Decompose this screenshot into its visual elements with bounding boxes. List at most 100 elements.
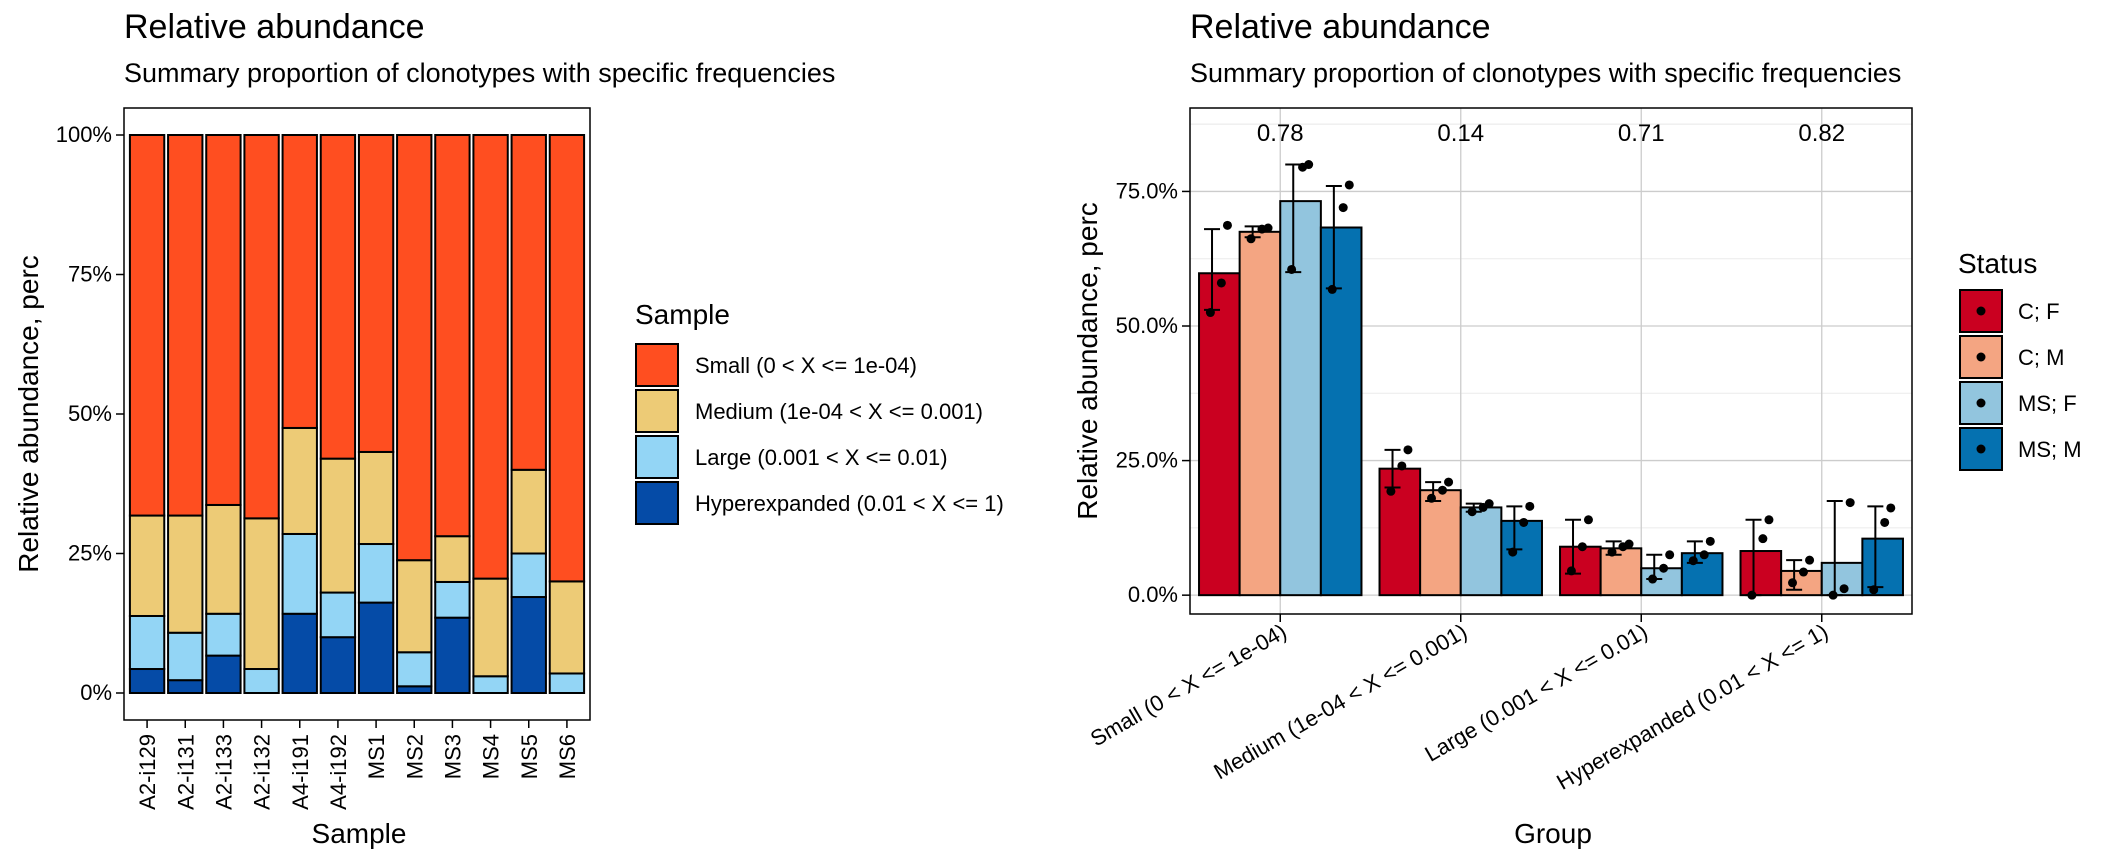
data-point	[1287, 264, 1297, 274]
left-y-axis-label: Relative abundance, perc	[13, 255, 44, 573]
data-point	[1665, 550, 1675, 560]
bar-segment-A2-i131-2	[167, 631, 204, 682]
bar-segment-A2-i133-3	[205, 654, 242, 695]
data-point	[1747, 590, 1757, 600]
bar-segment-MS6-1	[548, 580, 586, 675]
x-tick-label-A2-i131: A2-i131	[173, 734, 198, 810]
bar-Medium (1e-04 < X <= 0.001)-MS; M	[1500, 519, 1543, 597]
p-value-label: 0.71	[1618, 120, 1665, 147]
bar-Small (0 < X <= 1e-04)-MS; F	[1279, 200, 1322, 597]
data-point	[1566, 566, 1576, 576]
bar-segment-A4-i192-0	[319, 134, 357, 460]
legend-label-3: Hyperexpanded (0.01 < X <= 1)	[695, 491, 1004, 516]
y-tick-label: 50%	[68, 401, 112, 426]
bar-Small (0 < X <= 1e-04)-MS; M	[1319, 226, 1363, 597]
right-plot-border	[1189, 107, 1913, 615]
data-point	[1869, 585, 1879, 595]
bar-segment-A4-i191-1	[281, 426, 318, 535]
right-y-axis-label: Relative abundance, perc	[1072, 202, 1103, 520]
bar-segment-MS5-2	[510, 552, 547, 599]
left-legend-title: Sample	[635, 299, 730, 330]
status-legend-label-1: C; M	[2018, 345, 2064, 370]
left-x-axis-label: Sample	[312, 818, 407, 849]
x-tick-label-A4-i191: A4-i191	[288, 734, 313, 810]
bar-segment-MS1-1	[357, 450, 395, 546]
bar-segment-MS4-1	[472, 577, 509, 678]
y-tick-label: 75.0%	[1116, 178, 1178, 203]
bar-segment-MS1-2	[357, 543, 395, 604]
bar-segment-MS3-0	[434, 134, 471, 538]
bar-segment-A2-i132-1	[243, 517, 280, 671]
right-chart-title: Relative abundance	[1190, 8, 1491, 46]
data-point	[1519, 517, 1529, 527]
bar-segment-MS2-0	[396, 134, 433, 562]
bar-segment-A4-i191-2	[281, 532, 318, 615]
data-point	[1607, 547, 1617, 557]
x-tick-label-MS4: MS4	[479, 734, 504, 779]
bar-segment-A2-i129-1	[128, 514, 166, 617]
data-point	[1263, 223, 1273, 233]
y-tick-label: 100%	[56, 122, 112, 147]
bar-Large (0.001 < X <= 0.01)-C; F	[1559, 545, 1602, 597]
bar-segment-MS1-3	[357, 601, 395, 694]
bar-segment-A4-i191-0	[281, 134, 318, 429]
y-tick-label: 25.0%	[1116, 448, 1178, 473]
data-point	[1805, 555, 1815, 565]
data-point	[1403, 445, 1413, 455]
bar-Small (0 < X <= 1e-04)-C; F	[1198, 272, 1241, 597]
bar-segment-A2-i129-2	[128, 614, 166, 671]
data-point	[1484, 499, 1494, 509]
data-point	[1304, 160, 1314, 170]
data-point	[1427, 493, 1437, 503]
data-point	[1648, 574, 1658, 584]
right-chart-subtitle: Summary proportion of clonotypes with sp…	[1190, 58, 1902, 88]
y-tick-label: 0%	[80, 680, 112, 705]
bar-segment-A2-i129-3	[128, 668, 166, 694]
data-point	[1764, 515, 1774, 525]
x-tick-label-MS6: MS6	[555, 734, 580, 779]
status-legend-label-3: MS; M	[2018, 437, 2082, 462]
data-point	[1839, 584, 1849, 594]
status-legend-swatch-0	[1959, 289, 2003, 333]
x-tick-label-MS3: MS3	[440, 734, 465, 779]
x-tick-label-A2-i129: A2-i129	[135, 734, 160, 810]
bar-segment-MS4-2	[472, 675, 509, 695]
data-point	[1344, 180, 1354, 190]
bar-segment-MS3-3	[434, 616, 471, 694]
status-legend-label-0: C; F	[2018, 299, 2060, 324]
legend-swatch-1	[635, 389, 679, 433]
y-tick-label: 50.0%	[1116, 313, 1178, 338]
data-point	[1327, 284, 1337, 294]
bar-Large (0.001 < X <= 0.01)-MS; M	[1680, 552, 1724, 597]
status-legend-point-2	[1976, 398, 1986, 408]
data-point	[1828, 590, 1838, 600]
x-tick-label-MS5: MS5	[517, 734, 542, 779]
status-legend-point-1	[1976, 352, 1986, 362]
y-tick-label: 0.0%	[1128, 582, 1178, 607]
data-point	[1699, 550, 1709, 560]
legend-label-2: Large (0.001 < X <= 0.01)	[695, 445, 948, 470]
bar-segment-MS5-3	[510, 596, 547, 694]
y-tick-label: 75%	[68, 262, 112, 287]
legend-swatch-0	[635, 343, 679, 387]
x-tick-label: Small (0 < X <= 1e-04)	[1086, 619, 1291, 752]
bar-Small (0 < X <= 1e-04)-C; M	[1238, 230, 1282, 597]
bar-segment-MS1-0	[357, 134, 395, 453]
bar-segment-MS5-0	[510, 134, 547, 471]
status-legend-label-2: MS; F	[2018, 391, 2077, 416]
bar-segment-MS5-1	[510, 468, 547, 555]
bar-segment-MS6-0	[548, 134, 586, 583]
bar-segment-A2-i133-2	[205, 612, 242, 657]
bar-segment-MS2-1	[396, 559, 433, 654]
legend-label-1: Medium (1e-04 < X <= 0.001)	[695, 399, 983, 424]
bar-segment-MS2-3	[396, 685, 433, 695]
bar-segment-A4-i192-3	[319, 636, 357, 695]
bar-segment-A2-i131-0	[167, 134, 204, 517]
data-point	[1880, 517, 1890, 527]
left-chart-subtitle: Summary proportion of clonotypes with sp…	[124, 58, 836, 88]
data-point	[1216, 278, 1226, 288]
bar-segment-A2-i129-0	[128, 134, 166, 517]
data-point	[1659, 563, 1669, 573]
